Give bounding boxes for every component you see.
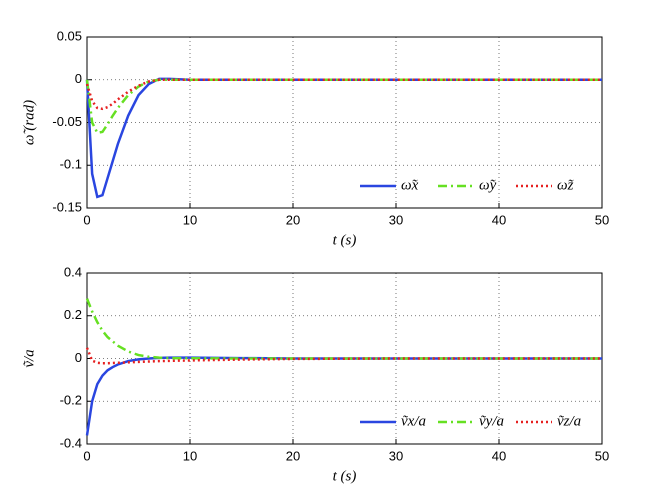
- y-axis-label: ṽ/a: [21, 349, 37, 367]
- x-tick-label: 50: [595, 212, 609, 227]
- y-tick-label: 0: [75, 71, 82, 86]
- legend-label: ω̃y: [479, 177, 497, 193]
- x-tick-label: 30: [389, 448, 403, 463]
- axes-frame: [86, 36, 603, 209]
- data-line: [85, 78, 602, 135]
- legend-label: ω̃x: [401, 177, 419, 193]
- data-line: [85, 347, 602, 365]
- legend-label: ω̃z: [557, 177, 574, 193]
- y-tick-label: 0.4: [64, 264, 82, 279]
- y-tick-label: 0.05: [57, 28, 82, 43]
- x-tick-label: 50: [595, 448, 609, 463]
- data-line: [85, 298, 602, 360]
- y-tick-label: -0.05: [52, 114, 82, 129]
- x-tick-label: 20: [286, 212, 300, 227]
- x-tick-label: 30: [389, 212, 403, 227]
- legend-label: ṽz/a: [557, 413, 581, 429]
- x-tick-label: 10: [183, 212, 197, 227]
- x-tick-label: 0: [83, 212, 90, 227]
- x-axis-label: t (s): [333, 468, 357, 484]
- x-axis-label: t (s): [333, 232, 357, 248]
- y-tick-label: -0.15: [52, 199, 82, 214]
- y-tick-label: -0.2: [60, 393, 82, 408]
- y-tick-label: 0.2: [64, 307, 82, 322]
- x-tick-label: 40: [492, 448, 506, 463]
- x-tick-label: 20: [286, 448, 300, 463]
- y-axis-label: ω̃ (rad): [21, 100, 37, 145]
- y-tick-label: -0.4: [60, 435, 82, 450]
- x-tick-label: 10: [183, 448, 197, 463]
- x-tick-label: 40: [492, 212, 506, 227]
- y-tick-label: -0.1: [60, 157, 82, 172]
- plot-area: [87, 37, 602, 208]
- data-line: [85, 78, 602, 111]
- legend-label: ṽy/a: [479, 413, 504, 429]
- legend-label: ṽx/a: [401, 413, 426, 429]
- y-tick-label: 0: [75, 350, 82, 365]
- x-tick-label: 0: [83, 448, 90, 463]
